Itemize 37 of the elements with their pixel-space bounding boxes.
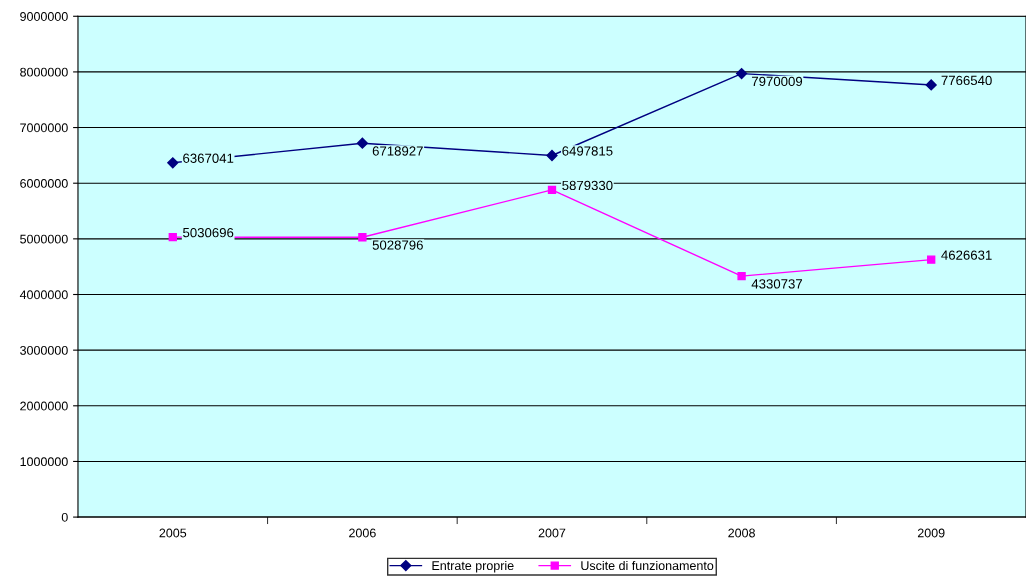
point: [167, 157, 179, 169]
data-label: 4626631: [941, 250, 992, 260]
data-label: 7970009: [751, 76, 803, 87]
data-label: 5028796: [372, 240, 423, 250]
y-tick-label: 5000000: [20, 234, 68, 244]
data-label: 6367041: [183, 153, 234, 163]
point: [925, 79, 937, 91]
y-tick-label: 0: [61, 512, 68, 522]
x-tick-label: 2007: [538, 528, 566, 538]
data-label: 6718927: [372, 146, 423, 156]
point: [356, 137, 368, 149]
point: [547, 185, 557, 195]
point: [168, 232, 177, 242]
data-label: 6497815: [562, 146, 613, 156]
legend-label: Entrate proprie: [432, 560, 514, 573]
y-tick-label: 8000000: [20, 67, 68, 77]
point: [546, 149, 558, 162]
data-label: 5030696: [183, 227, 234, 238]
data-label: 7766540: [941, 75, 992, 86]
y-tick-label: 9000000: [20, 12, 68, 21]
y-tick-label: 3000000: [20, 345, 68, 355]
y-tick-label: 2000000: [20, 401, 68, 411]
y-tick-label: 4000000: [19, 290, 68, 300]
point: [927, 255, 936, 264]
x-tick-label: 2008: [728, 528, 755, 538]
y-tick-label: 1000000: [20, 457, 68, 467]
legend-label: Uscite di funzionamento: [581, 560, 714, 571]
y-tick-label: 6000000: [20, 179, 68, 188]
point: [737, 271, 746, 281]
y-tick-label: 7000000: [20, 123, 68, 133]
x-tick-label: 2005: [159, 528, 187, 538]
x-tick-label: 2009: [917, 528, 945, 538]
data-label: 5879330: [562, 180, 613, 191]
point: [358, 233, 367, 242]
point: [735, 67, 748, 80]
x-tick-label: 2006: [349, 528, 376, 538]
data-label: 4330737: [751, 279, 803, 289]
